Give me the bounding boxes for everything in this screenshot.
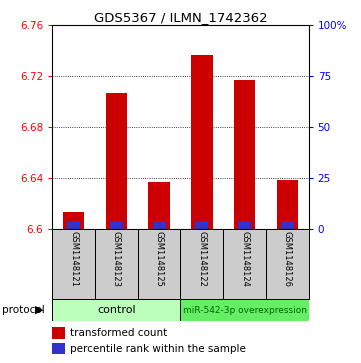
Bar [281,221,294,229]
Bar [148,182,170,229]
Title: GDS5367 / ILMN_1742362: GDS5367 / ILMN_1742362 [94,11,267,24]
Text: GSM1148125: GSM1148125 [155,231,164,287]
FancyBboxPatch shape [180,299,309,321]
Bar [52,343,65,354]
FancyBboxPatch shape [95,229,138,299]
Text: percentile rank within the sample: percentile rank within the sample [70,344,246,354]
Text: GSM1148121: GSM1148121 [69,231,78,287]
Bar [195,221,208,229]
Bar [277,180,298,229]
Bar [238,221,251,229]
FancyBboxPatch shape [52,229,95,299]
Text: ▶: ▶ [35,305,44,315]
Bar [153,221,166,229]
Bar [234,80,255,229]
Text: protocol: protocol [2,305,44,315]
Bar [106,93,127,229]
Text: GSM1148122: GSM1148122 [197,231,206,287]
Text: GSM1148123: GSM1148123 [112,231,121,287]
Text: miR-542-3p overexpression: miR-542-3p overexpression [183,306,306,314]
Bar [67,221,80,229]
FancyBboxPatch shape [223,229,266,299]
Bar [110,221,123,229]
FancyBboxPatch shape [52,299,180,321]
FancyBboxPatch shape [266,229,309,299]
Bar [52,327,65,339]
Text: transformed count: transformed count [70,328,168,338]
FancyBboxPatch shape [180,229,223,299]
FancyBboxPatch shape [138,229,180,299]
Bar [191,55,213,229]
Bar [63,212,84,229]
Text: GSM1148126: GSM1148126 [283,231,292,287]
Text: GSM1148124: GSM1148124 [240,231,249,287]
Text: control: control [97,305,136,315]
